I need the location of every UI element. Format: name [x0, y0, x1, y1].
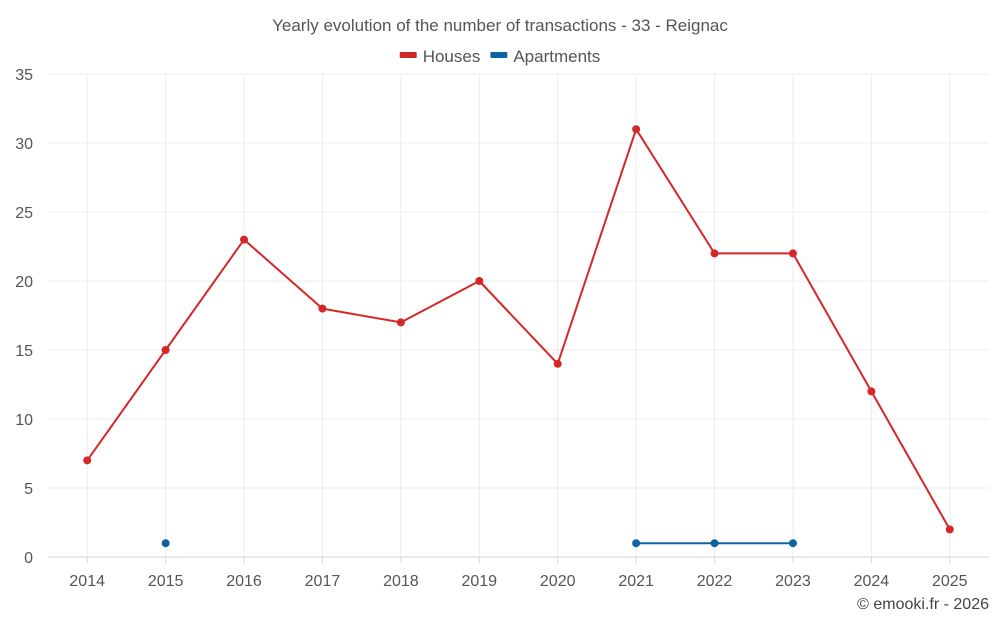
- data-point[interactable]: [632, 539, 641, 548]
- y-tick-label: 35: [15, 67, 33, 84]
- legend-label: Houses: [423, 47, 481, 66]
- x-tick-label: 2014: [69, 573, 105, 590]
- legend-item-apartments[interactable]: Apartments: [490, 47, 600, 66]
- data-point[interactable]: [475, 277, 484, 285]
- y-tick-label: 10: [15, 412, 33, 429]
- credit-text: © emooki.fr - 2026: [857, 596, 989, 613]
- legend-item-houses[interactable]: Houses: [399, 47, 481, 66]
- y-tick-label: 25: [15, 205, 33, 222]
- chart-title: Yearly evolution of the number of transa…: [272, 16, 728, 35]
- data-point[interactable]: [632, 125, 641, 134]
- data-point[interactable]: [240, 235, 249, 244]
- legend-swatch: [399, 52, 417, 58]
- data-point[interactable]: [553, 359, 562, 368]
- x-tick-label: 2018: [383, 573, 419, 590]
- data-point[interactable]: [83, 456, 92, 465]
- data-point[interactable]: [318, 304, 327, 313]
- x-tick-label: 2015: [148, 573, 184, 590]
- x-tick-label: 2022: [697, 573, 733, 590]
- data-point[interactable]: [161, 346, 170, 354]
- data-point[interactable]: [867, 387, 876, 396]
- series-apartments: [161, 539, 797, 548]
- series-line: [86, 128, 951, 530]
- data-point[interactable]: [710, 249, 719, 258]
- data-point[interactable]: [161, 539, 170, 548]
- x-tick-label: 2025: [932, 573, 968, 590]
- data-point[interactable]: [710, 539, 719, 548]
- x-tick-label: 2021: [618, 573, 654, 590]
- x-tick-label: 2020: [540, 573, 576, 590]
- x-tick-label: 2019: [461, 573, 497, 590]
- x-tick-label: 2016: [226, 573, 262, 590]
- x-tick-label: 2024: [854, 573, 890, 590]
- legend-label: Apartments: [513, 47, 600, 66]
- series-houses: [83, 125, 954, 534]
- grid: [48, 73, 989, 557]
- x-tick-label: 2023: [775, 573, 811, 590]
- data-point[interactable]: [945, 525, 954, 534]
- y-tick-label: 15: [15, 343, 33, 360]
- y-tick-label: 20: [15, 274, 33, 291]
- data-point[interactable]: [788, 249, 797, 258]
- legend: Houses Apartments: [399, 47, 600, 66]
- data-point[interactable]: [396, 318, 405, 327]
- legend-swatch: [490, 52, 508, 58]
- data-point[interactable]: [788, 539, 797, 548]
- x-tick-label: 2017: [305, 573, 341, 590]
- y-tick-label: 30: [15, 136, 33, 153]
- series-layer: [83, 125, 954, 548]
- y-tick-label: 5: [24, 481, 33, 498]
- y-tick-label: 0: [24, 550, 33, 567]
